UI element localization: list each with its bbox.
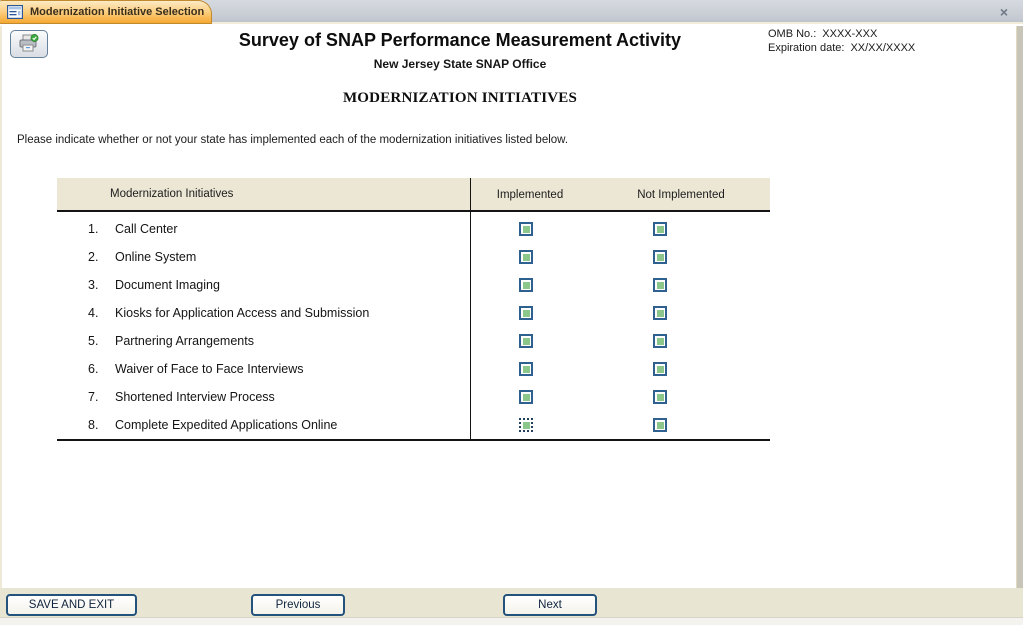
table-row: 2. Online System [57, 243, 770, 271]
not-implemented-checkbox[interactable] [653, 362, 667, 376]
checkbox-fill-icon [656, 281, 664, 289]
implemented-checkbox[interactable] [519, 418, 533, 432]
column-divider-line [470, 178, 471, 210]
table-row: 3. Document Imaging [57, 271, 770, 299]
print-button[interactable] [10, 30, 48, 58]
implemented-checkbox[interactable] [519, 306, 533, 320]
not-implemented-checkbox[interactable] [653, 250, 667, 264]
form-body [0, 26, 1023, 588]
table-row: 6. Waiver of Face to Face Interviews [57, 355, 770, 383]
checkbox-fill-icon [656, 337, 664, 345]
checkbox-fill-icon [656, 253, 664, 261]
row-number: 1. [88, 222, 99, 236]
column-header-not-implemented: Not Implemented [637, 189, 725, 201]
initiatives-table: Modernization Initiatives Implemented No… [57, 178, 770, 441]
page-subtitle: New Jersey State SNAP Office [373, 57, 547, 71]
not-implemented-checkbox[interactable] [653, 390, 667, 404]
table-row: 1. Call Center [57, 215, 770, 243]
implemented-checkbox[interactable] [519, 390, 533, 404]
column-divider-line [470, 212, 471, 439]
initiative-label: Partnering Arrangements [115, 334, 254, 348]
implemented-checkbox[interactable] [519, 222, 533, 236]
next-button[interactable]: Next [503, 594, 597, 616]
omb-number-value: XXXX-XXX [822, 28, 878, 40]
checkbox-fill-icon [656, 309, 664, 317]
not-implemented-checkbox[interactable] [653, 334, 667, 348]
initiatives-rows: 1. Call Center 2. Online System 3. Document… [57, 212, 770, 441]
not-implemented-checkbox[interactable] [653, 278, 667, 292]
table-row: 7. Shortened Interview Process [57, 383, 770, 411]
document-tab-bar: Modernization Initiative Selection × [0, 0, 1023, 24]
tab-modernization-initiative-selection[interactable]: Modernization Initiative Selection [0, 0, 212, 24]
row-number: 7. [88, 390, 99, 404]
checkbox-fill-icon [656, 225, 664, 233]
status-strip [0, 617, 1023, 625]
row-number: 4. [88, 306, 99, 320]
close-icon[interactable]: × [999, 4, 1009, 20]
expiration-line: Expiration date: XX/XX/XXXX [768, 42, 915, 56]
checkbox-fill-icon [522, 253, 530, 261]
row-number: 6. [88, 362, 99, 376]
initiative-label: Complete Expedited Applications Online [115, 418, 338, 432]
omb-block: OMB No.: XXXX-XXX Expiration date: XX/XX/X… [768, 28, 915, 55]
table-row: 8. Complete Expedited Applications Online [57, 411, 770, 439]
omb-number-line: OMB No.: XXXX-XXX [768, 28, 915, 42]
not-implemented-checkbox[interactable] [653, 418, 667, 432]
previous-button[interactable]: Previous [251, 594, 345, 616]
table-header-row: Modernization Initiatives Implemented No… [57, 178, 770, 212]
omb-number-label: OMB No.: [768, 28, 817, 40]
initiative-label: Shortened Interview Process [115, 390, 275, 404]
checkbox-fill-icon [522, 225, 530, 233]
initiative-label: Online System [115, 250, 197, 264]
row-number: 5. [88, 334, 99, 348]
form-window-icon [7, 5, 23, 19]
table-row: 5. Partnering Arrangements [57, 327, 770, 355]
column-header-initiatives: Modernization Initiatives [110, 188, 234, 200]
implemented-checkbox[interactable] [519, 278, 533, 292]
checkbox-fill-icon [522, 281, 530, 289]
expiration-value: XX/XX/XXXX [850, 41, 916, 54]
initiative-label: Document Imaging [115, 278, 220, 292]
row-number: 8. [88, 418, 99, 432]
form-right-border [1016, 26, 1017, 617]
tab-label: Modernization Initiative Selection [30, 6, 205, 18]
implemented-checkbox[interactable] [519, 334, 533, 348]
section-heading: MODERNIZATION INITIATIVES [342, 90, 578, 106]
printer-icon [18, 34, 40, 54]
page-title: Survey of SNAP Performance Measurement A… [238, 30, 682, 50]
initiative-label: Kiosks for Application Access and Submis… [115, 306, 370, 320]
implemented-checkbox[interactable] [519, 250, 533, 264]
checkbox-fill-icon [656, 393, 664, 401]
checkbox-fill-icon [522, 393, 530, 401]
table-row: 4. Kiosks for Application Access and Subm… [57, 299, 770, 327]
initiative-label: Call Center [115, 222, 178, 236]
checkbox-fill-icon [522, 309, 530, 317]
initiative-label: Waiver of Face to Face Interviews [115, 362, 304, 376]
not-implemented-checkbox[interactable] [653, 306, 667, 320]
checkbox-fill-icon [522, 365, 530, 373]
checkbox-fill-icon [522, 421, 530, 429]
column-header-implemented: Implemented [496, 189, 564, 201]
save-and-exit-button[interactable]: SAVE AND EXIT [6, 594, 137, 616]
row-number: 2. [88, 250, 99, 264]
row-number: 3. [88, 278, 99, 292]
implemented-checkbox[interactable] [519, 362, 533, 376]
not-implemented-checkbox[interactable] [653, 222, 667, 236]
footer-bar: SAVE AND EXIT Previous Next [0, 588, 1023, 617]
checkbox-fill-icon [522, 337, 530, 345]
expiration-label: Expiration date: [768, 41, 845, 54]
instruction-text: Please indicate whether or not your stat… [17, 134, 569, 146]
checkbox-fill-icon [656, 365, 664, 373]
checkbox-fill-icon [656, 421, 664, 429]
